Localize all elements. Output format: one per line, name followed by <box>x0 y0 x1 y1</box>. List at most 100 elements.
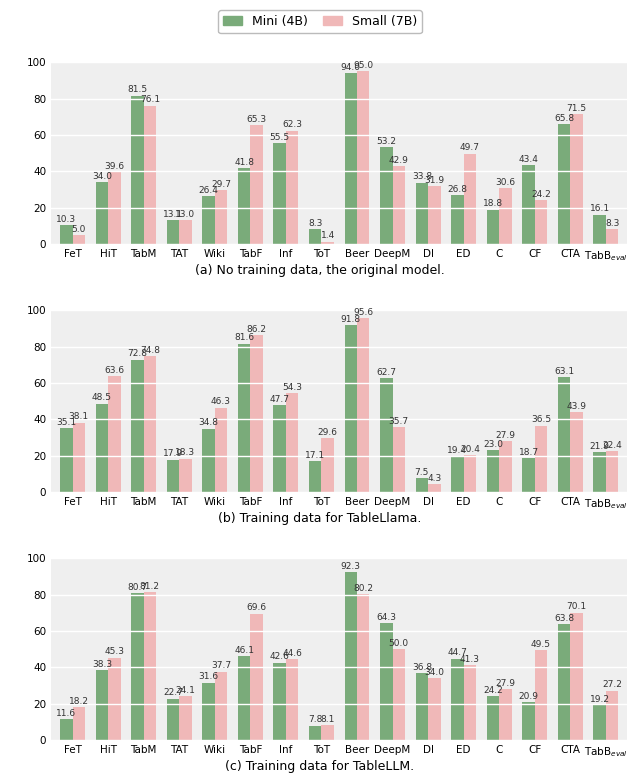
Bar <box>143 593 156 740</box>
Bar <box>167 220 179 244</box>
Bar <box>415 673 428 740</box>
Text: 20.4: 20.4 <box>460 445 480 453</box>
Bar <box>72 235 85 244</box>
Text: 55.5: 55.5 <box>269 132 290 142</box>
Text: 8.1: 8.1 <box>321 715 335 724</box>
Bar <box>273 143 286 244</box>
Bar <box>179 459 191 492</box>
Bar <box>60 225 72 244</box>
Text: 21.9: 21.9 <box>589 442 610 451</box>
Text: 72.8: 72.8 <box>127 349 147 358</box>
Text: 63.1: 63.1 <box>554 367 574 376</box>
Bar <box>108 172 120 244</box>
Text: 39.6: 39.6 <box>104 162 124 171</box>
Bar <box>344 573 357 740</box>
Bar <box>108 376 120 492</box>
Text: 19.4: 19.4 <box>447 446 467 456</box>
Text: 24.2: 24.2 <box>483 686 503 695</box>
Text: 5.0: 5.0 <box>72 224 86 234</box>
Text: 42.9: 42.9 <box>389 156 409 164</box>
Text: 43.4: 43.4 <box>518 155 538 164</box>
Text: 22.4: 22.4 <box>602 441 622 450</box>
Bar <box>606 229 618 244</box>
Bar <box>357 319 369 492</box>
Bar <box>380 378 392 492</box>
Text: 63.8: 63.8 <box>554 614 574 622</box>
Bar <box>238 344 250 492</box>
Bar <box>415 478 428 492</box>
Text: 17.1: 17.1 <box>305 450 325 460</box>
Bar <box>273 405 286 492</box>
Bar <box>286 659 298 740</box>
Text: 95.6: 95.6 <box>353 308 373 317</box>
Bar <box>286 393 298 492</box>
Bar <box>321 439 334 492</box>
Text: 95.0: 95.0 <box>353 61 373 70</box>
Text: 76.1: 76.1 <box>140 95 160 104</box>
Bar <box>487 210 499 244</box>
Text: 49.5: 49.5 <box>531 640 551 649</box>
Text: 65.8: 65.8 <box>554 114 574 123</box>
Bar <box>380 623 392 740</box>
Text: 30.6: 30.6 <box>495 178 515 187</box>
Text: 29.7: 29.7 <box>211 180 231 189</box>
Bar <box>143 356 156 492</box>
Bar <box>606 451 618 492</box>
Bar <box>309 229 321 244</box>
Text: 44.6: 44.6 <box>282 649 302 657</box>
Text: 31.9: 31.9 <box>424 175 444 185</box>
Text: 62.3: 62.3 <box>282 121 302 129</box>
Bar <box>95 182 108 244</box>
Text: 27.9: 27.9 <box>495 679 515 688</box>
Bar <box>131 96 143 244</box>
Text: 63.6: 63.6 <box>104 366 124 375</box>
Text: 31.6: 31.6 <box>198 672 219 681</box>
Text: 26.8: 26.8 <box>447 185 467 194</box>
Text: 41.8: 41.8 <box>234 157 254 167</box>
Text: 46.1: 46.1 <box>234 646 254 655</box>
Bar <box>60 428 72 492</box>
Text: 81.5: 81.5 <box>127 86 147 94</box>
Bar <box>499 189 511 244</box>
Text: 18.8: 18.8 <box>483 199 503 209</box>
Text: 18.2: 18.2 <box>68 696 89 706</box>
Bar <box>202 682 215 740</box>
Bar <box>487 696 499 740</box>
Bar <box>215 408 227 492</box>
Bar <box>131 360 143 492</box>
Bar <box>95 404 108 492</box>
Bar <box>72 423 85 492</box>
Bar <box>167 699 179 740</box>
Bar <box>250 125 263 244</box>
Text: 36.8: 36.8 <box>412 663 432 671</box>
Text: 8.3: 8.3 <box>605 219 620 227</box>
Legend: Mini (4B), Small (7B): Mini (4B), Small (7B) <box>218 10 422 33</box>
Text: 37.7: 37.7 <box>211 661 231 670</box>
Bar <box>522 702 535 740</box>
Text: 24.2: 24.2 <box>531 189 551 199</box>
Text: 34.0: 34.0 <box>92 172 112 181</box>
Bar <box>570 412 583 492</box>
Text: 86.2: 86.2 <box>246 325 266 334</box>
Bar <box>344 73 357 244</box>
Text: 53.2: 53.2 <box>376 137 396 146</box>
Text: 94.0: 94.0 <box>340 63 361 72</box>
Bar <box>499 442 511 492</box>
Text: 48.5: 48.5 <box>92 393 112 403</box>
Bar <box>60 719 72 740</box>
Bar <box>72 707 85 740</box>
Bar <box>238 168 250 244</box>
Bar <box>558 624 570 740</box>
Text: 34.8: 34.8 <box>198 418 218 428</box>
Text: 44.7: 44.7 <box>447 648 467 657</box>
Text: 20.9: 20.9 <box>518 692 538 700</box>
Text: 24.1: 24.1 <box>175 686 195 695</box>
Bar <box>487 450 499 492</box>
Bar <box>273 663 286 740</box>
Text: 18.3: 18.3 <box>175 449 195 457</box>
Bar <box>593 705 606 740</box>
Bar <box>535 426 547 492</box>
Text: 70.1: 70.1 <box>566 602 587 612</box>
Bar <box>570 612 583 740</box>
Bar <box>179 220 191 244</box>
